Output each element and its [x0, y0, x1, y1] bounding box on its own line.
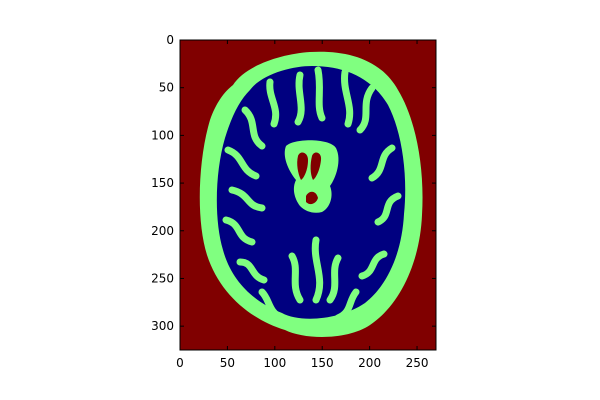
- y-tick-label: 200: [151, 224, 174, 238]
- fold-path: [368, 144, 396, 182]
- ventricles-region: [297, 152, 322, 205]
- left-ventricle: [297, 152, 308, 180]
- fold-path: [314, 66, 326, 122]
- fold-path: [294, 71, 305, 126]
- fold-path: [374, 192, 402, 226]
- fold-path: [326, 254, 342, 304]
- fold-path: [356, 84, 376, 134]
- fold-path: [236, 258, 268, 284]
- fold-path: [288, 252, 304, 304]
- fold-path: [266, 78, 280, 128]
- y-tick-label: 50: [159, 81, 174, 95]
- plot-area: [180, 40, 436, 350]
- fold-path: [358, 250, 388, 280]
- fold-path: [311, 236, 324, 304]
- y-tick-label: 250: [151, 271, 174, 285]
- fold-path: [341, 68, 354, 128]
- fold-path: [334, 288, 360, 322]
- fold-path: [258, 288, 286, 322]
- right-ventricle: [310, 152, 322, 180]
- y-tick-label: 150: [151, 176, 174, 190]
- gray-matter-folds: [222, 66, 402, 322]
- axes-frame: [179, 39, 437, 351]
- third-ventricle: [306, 191, 318, 205]
- fold-path: [222, 216, 256, 246]
- x-tick-label: 150: [311, 356, 334, 370]
- x-axis: 0 50 100 150 200 250: [176, 40, 428, 370]
- fold-path: [224, 146, 260, 180]
- x-tick-label: 250: [406, 356, 429, 370]
- fold-path: [241, 106, 266, 150]
- x-tick-label: 50: [220, 356, 235, 370]
- y-tick-label: 0: [166, 33, 174, 47]
- x-tick-label: 200: [358, 356, 381, 370]
- x-tick-label: 100: [263, 356, 286, 370]
- x-tick-label: 0: [176, 356, 184, 370]
- y-tick-label: 100: [151, 128, 174, 142]
- fold-path: [228, 186, 266, 212]
- y-axis: 0 50 100 150 200 250 300: [151, 33, 436, 333]
- y-tick-label: 300: [151, 319, 174, 333]
